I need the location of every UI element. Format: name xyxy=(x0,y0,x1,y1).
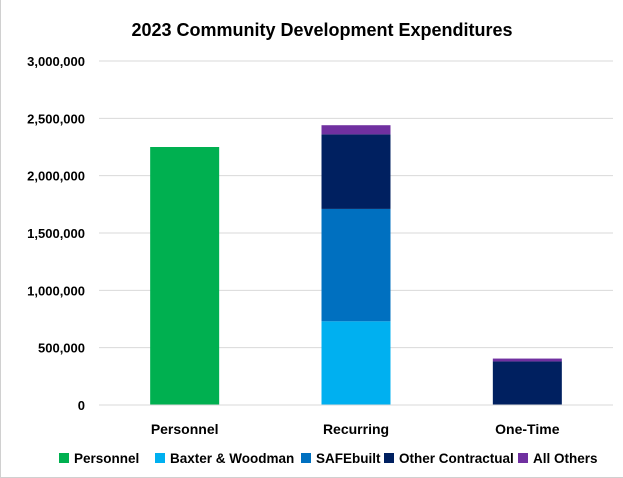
legend-swatch-personnel xyxy=(59,453,69,463)
legend-label-personnel: Personnel xyxy=(74,451,139,466)
y-tick-label: 3,000,000 xyxy=(27,54,85,69)
x-tick-label: Recurring xyxy=(323,421,389,437)
legend-label-all-others: All Others xyxy=(533,451,598,466)
bar-recurring-baxter-and-woodman xyxy=(321,321,391,405)
legend-swatch-all-others xyxy=(518,453,528,463)
y-tick-label: 1,000,000 xyxy=(27,283,85,298)
y-tick-label: 0 xyxy=(78,398,85,413)
bar-one-time-other-contractual xyxy=(492,361,562,405)
bar-recurring-safebuilt xyxy=(321,208,391,322)
bar-recurring-other-contractual xyxy=(321,134,391,209)
legend-label-other-contractual: Other Contractual xyxy=(399,451,514,466)
y-tick-label: 1,500,000 xyxy=(27,226,85,241)
legend-swatch-baxter-and-woodman xyxy=(155,453,165,463)
y-tick-label: 2,000,000 xyxy=(27,169,85,184)
legend-label-baxter-and-woodman: Baxter & Woodman xyxy=(170,451,294,466)
legend-swatch-safebuilt xyxy=(301,453,311,463)
y-tick-label: 500,000 xyxy=(38,341,85,356)
y-tick-label: 2,500,000 xyxy=(27,111,85,126)
x-tick-label: Personnel xyxy=(151,421,219,437)
legend-swatch-other-contractual xyxy=(384,453,394,463)
chart-title: 2023 Community Development Expenditures xyxy=(131,20,512,40)
legend-label-safebuilt: SAFEbuilt xyxy=(316,451,381,466)
bar-personnel-personnel xyxy=(150,147,220,405)
bar-one-time-all-others xyxy=(492,358,562,362)
bar-recurring-all-others xyxy=(321,125,391,135)
x-tick-label: One-Time xyxy=(495,421,560,437)
